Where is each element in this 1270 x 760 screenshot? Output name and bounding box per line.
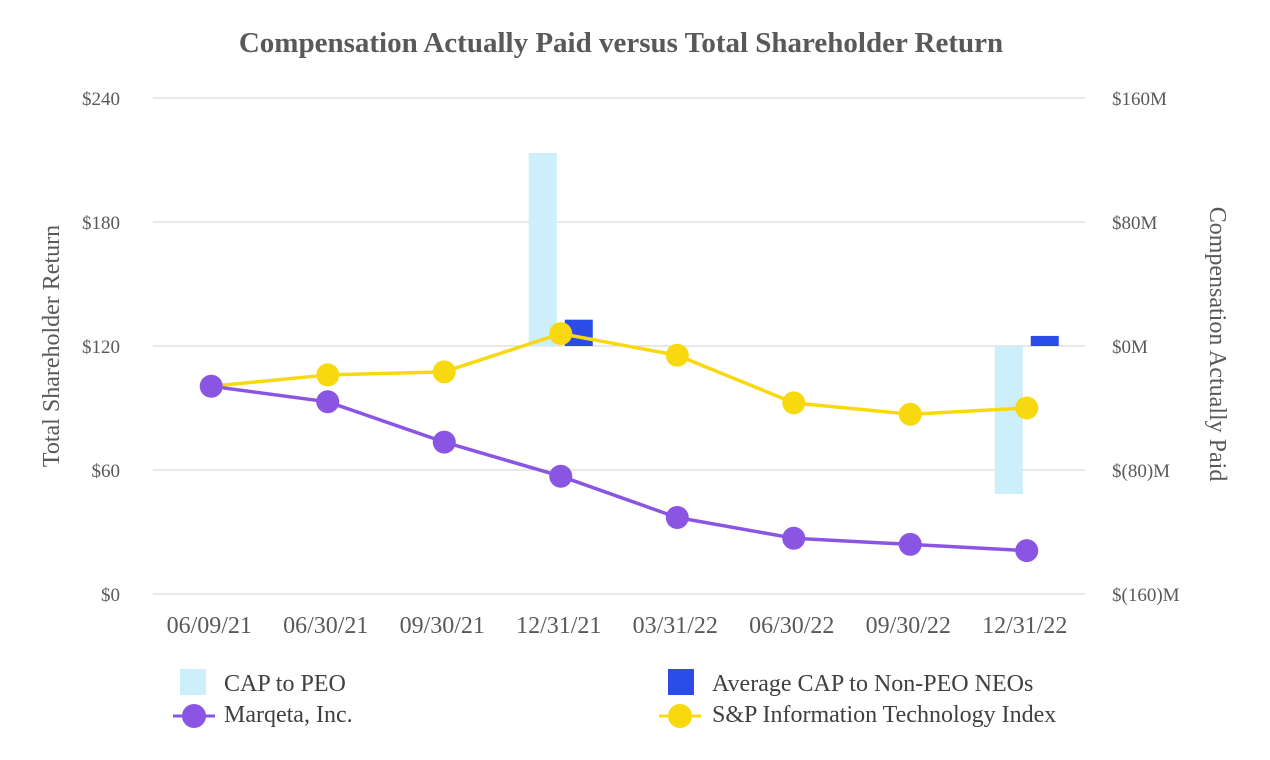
y-axis-left-label: Total Shareholder Return [39,225,65,467]
x-tick-label: 06/30/21 [283,613,368,639]
x-tick-label: 12/31/21 [516,613,601,639]
legend-label-sp-it: S&P Information Technology Index [712,702,1056,728]
point-marqeta [1015,539,1039,563]
left-tick-label: $0 [101,585,120,606]
point-sp-it [782,391,806,415]
bars [528,153,1059,495]
x-tick-label: 09/30/21 [400,613,485,639]
legend-label-cap-neo: Average CAP to Non-PEO NEOs [712,671,1033,697]
point-sp-it [898,402,922,426]
x-tick-label: 03/31/22 [633,613,718,639]
point-sp-it [665,343,689,367]
left-axis-ticks: $0 $60 $120 $180 $240 [82,89,120,606]
point-marqeta [432,430,456,454]
right-tick-label: $0M [1112,337,1148,358]
right-axis-ticks: $(160)M $(80)M $0M $80M $160M [1112,89,1180,606]
point-sp-it [432,360,456,384]
point-sp-it [316,363,340,387]
x-tick-label: 09/30/22 [866,613,951,639]
bar-cap-peo [994,346,1023,495]
x-tick-label: 06/30/22 [749,613,834,639]
right-tick-label: $160M [1112,89,1167,110]
right-tick-label: $80M [1112,213,1158,234]
bar-cap-peo [528,153,557,346]
x-tick-label: 06/09/21 [167,613,252,639]
legend-swatch-cap-neo [668,669,694,695]
bar-cap-non-peo-neo [1030,335,1059,346]
left-tick-label: $60 [92,461,121,482]
x-tick-label: 12/31/22 [982,613,1067,639]
point-sp-it [549,322,573,346]
x-axis-ticks: 06/09/21 06/30/21 09/30/21 12/31/21 03/31/22… [167,613,1068,639]
point-marqeta [782,526,806,550]
legend-marker-sp-it [668,704,692,728]
legend: CAP to PEO Average CAP to Non-PEO NEOs M… [173,669,1056,728]
legend-label-marqeta: Marqeta, Inc. [224,702,353,728]
left-tick-label: $120 [82,337,120,358]
right-tick-label: $(160)M [1112,585,1180,606]
legend-label-cap-peo: CAP to PEO [224,671,346,697]
legend-marker-marqeta [182,704,206,728]
chart-title: Compensation Actually Paid versus Total … [239,27,1003,59]
legend-swatch-cap-peo [180,669,206,695]
point-marqeta [199,374,223,398]
line-sp-it [211,331,1027,416]
point-sp-it [1015,396,1039,420]
left-tick-label: $180 [82,213,120,234]
point-marqeta [549,464,573,488]
right-tick-label: $(80)M [1112,461,1170,482]
point-marqeta [898,532,922,556]
line-marqeta [211,384,1027,553]
point-marqeta [665,506,689,530]
y-axis-right-label: Compensation Actually Paid [1204,207,1230,482]
left-tick-label: $240 [82,89,120,110]
lines [199,322,1039,563]
point-marqeta [316,390,340,414]
